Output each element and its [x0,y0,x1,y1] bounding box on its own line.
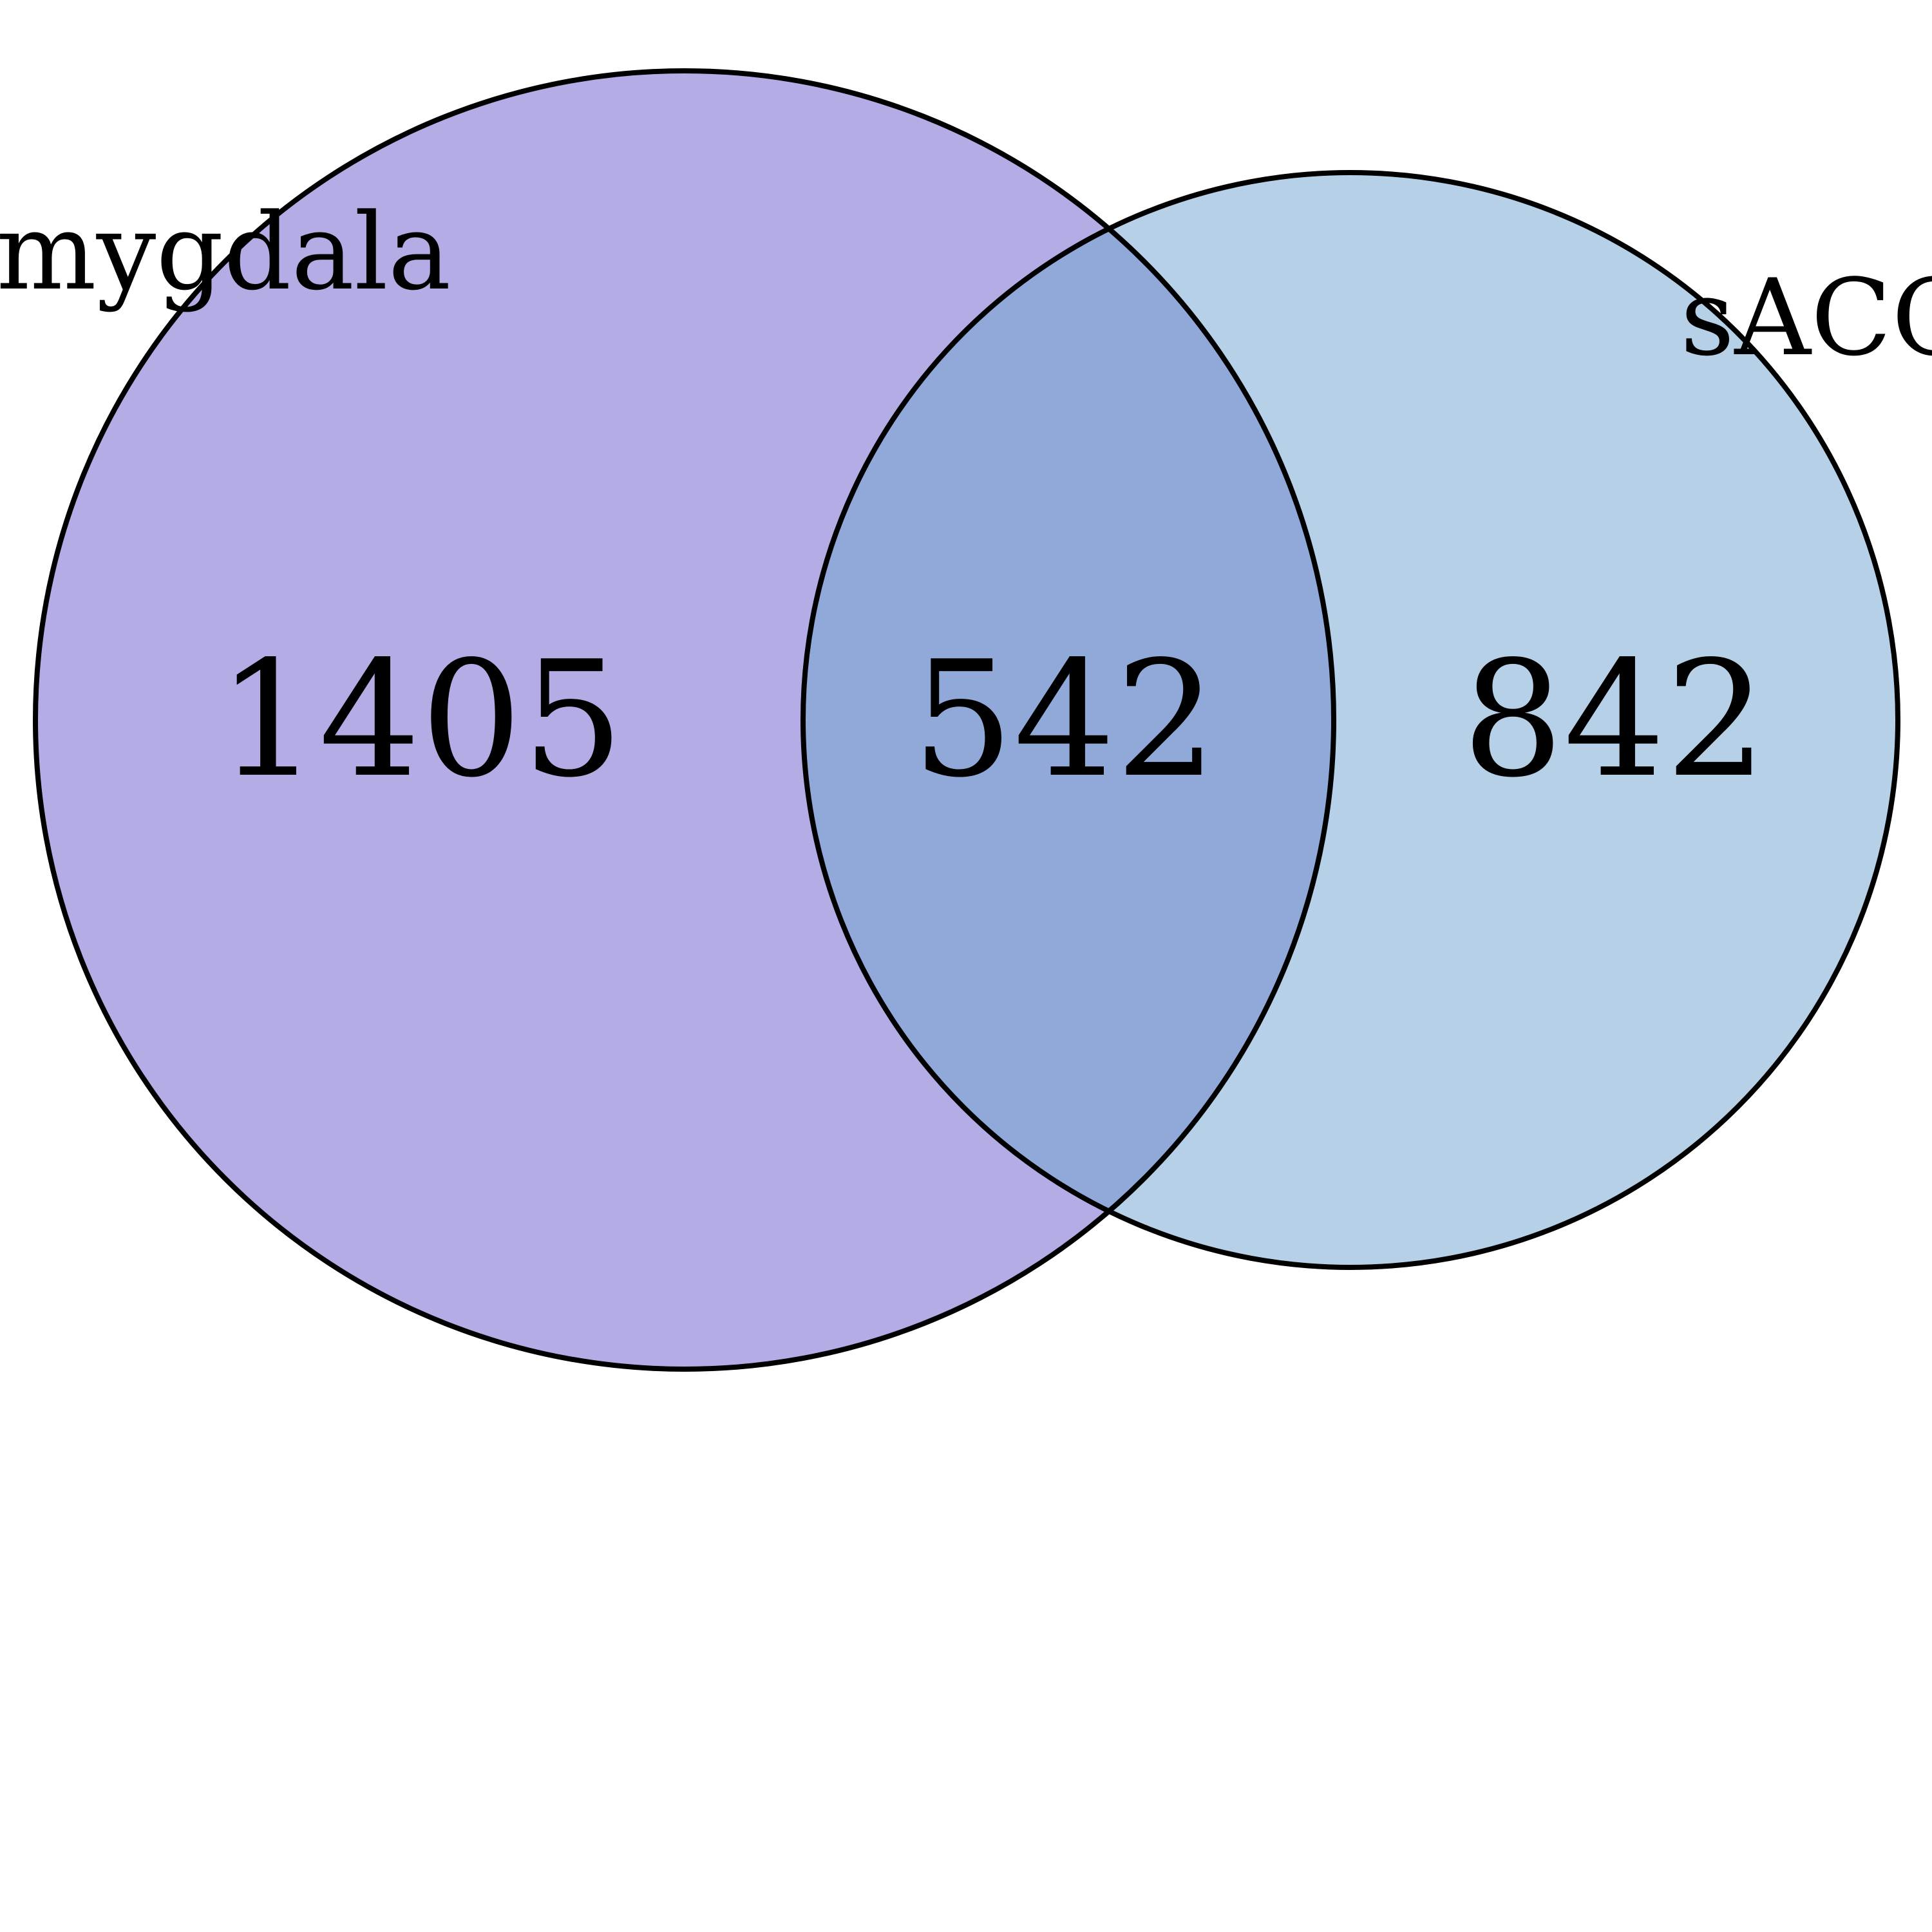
set-label-sacc: sACC [1680,256,1932,379]
amygdala-circle-outline [33,68,1336,1372]
overlap-region [803,173,1334,1267]
sacc-circle-outline [800,170,1900,1270]
count-amygdala-only: 1405 [217,627,623,813]
count-overlap: 542 [912,627,1217,813]
count-sacc-only: 842 [1462,627,1766,813]
set-label-amygdala: Amygdala [0,191,451,314]
